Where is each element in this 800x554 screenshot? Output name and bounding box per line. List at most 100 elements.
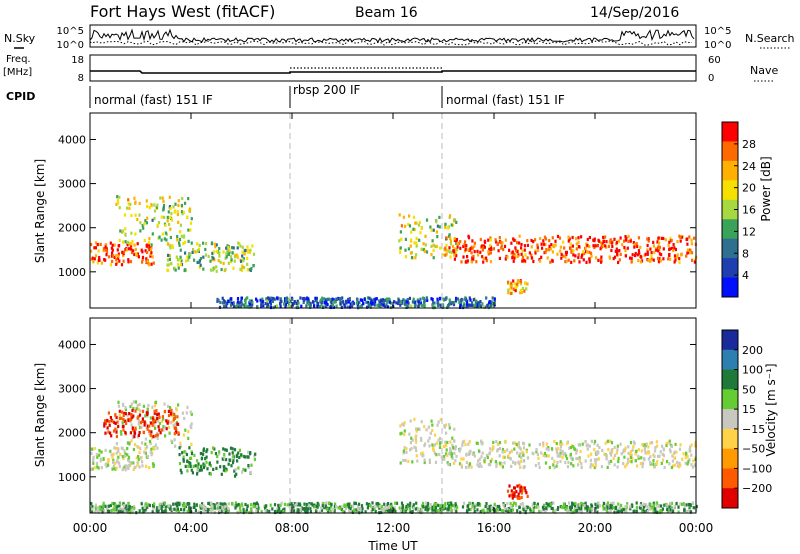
echo-cell bbox=[170, 262, 173, 266]
echo-cell bbox=[563, 502, 566, 506]
echo-cell bbox=[295, 502, 298, 506]
echo-cell bbox=[416, 459, 419, 463]
echo-cell bbox=[150, 262, 153, 266]
echo-cell bbox=[148, 241, 151, 245]
echo-cell bbox=[293, 300, 296, 304]
echo-cell bbox=[262, 304, 265, 308]
freq-label: Freq. bbox=[6, 54, 31, 65]
echo-cell bbox=[118, 464, 121, 468]
echo-cell bbox=[586, 237, 589, 242]
echo-cell bbox=[510, 493, 513, 497]
y-tick-label: 2000 bbox=[58, 222, 86, 235]
echo-cell bbox=[174, 425, 178, 429]
echo-cell bbox=[213, 503, 216, 507]
echo-cell bbox=[588, 444, 591, 448]
echo-cell bbox=[594, 244, 597, 248]
echo-cell bbox=[190, 241, 193, 245]
echo-cell bbox=[637, 448, 640, 452]
echo-cell bbox=[158, 415, 161, 419]
echo-cell bbox=[515, 504, 518, 508]
echo-cell bbox=[655, 462, 658, 466]
echo-cell bbox=[299, 503, 302, 507]
echo-cell bbox=[599, 247, 602, 251]
echo-cell bbox=[408, 432, 411, 436]
echo-cell bbox=[137, 407, 140, 411]
echo-cell bbox=[118, 413, 121, 417]
echo-cell bbox=[324, 504, 327, 508]
echo-cell bbox=[662, 447, 665, 451]
y-tick-label: 2000 bbox=[58, 427, 86, 440]
echo-cell bbox=[432, 301, 435, 305]
echo-cell bbox=[598, 239, 601, 243]
echo-cell bbox=[595, 256, 598, 260]
echo-cell bbox=[169, 421, 172, 425]
echo-cell bbox=[452, 303, 456, 307]
echo-cell bbox=[168, 431, 171, 435]
echo-cell bbox=[582, 258, 585, 262]
echo-cell bbox=[114, 413, 117, 417]
colorbar-swatch bbox=[722, 349, 738, 371]
echo-cell bbox=[635, 464, 639, 468]
echo-cell bbox=[453, 257, 456, 261]
echo-cell bbox=[674, 258, 677, 262]
echo-cell bbox=[503, 449, 507, 454]
echo-cell bbox=[176, 501, 179, 505]
echo-cell bbox=[518, 454, 521, 458]
echo-cell bbox=[516, 284, 519, 288]
echo-cell bbox=[524, 489, 527, 493]
echo-cell bbox=[497, 505, 501, 509]
echo-cell bbox=[162, 428, 165, 432]
echo-cell bbox=[196, 260, 199, 264]
echo-cell bbox=[171, 411, 175, 415]
echo-cell bbox=[133, 196, 136, 200]
echo-cell bbox=[655, 503, 658, 507]
echo-cell bbox=[430, 228, 433, 232]
echo-cell bbox=[118, 510, 122, 514]
echo-cell bbox=[222, 250, 225, 254]
echo-cell bbox=[425, 501, 428, 505]
echo-cell bbox=[221, 506, 224, 510]
echo-cell bbox=[548, 248, 551, 252]
echo-cell bbox=[175, 255, 178, 259]
echo-cell bbox=[103, 424, 106, 428]
echo-cell bbox=[152, 446, 156, 450]
echo-cell bbox=[253, 457, 256, 462]
echo-cell bbox=[485, 256, 488, 260]
echo-cell bbox=[401, 504, 404, 508]
echo-cell bbox=[225, 304, 228, 308]
echo-cell bbox=[121, 421, 124, 425]
echo-cell bbox=[551, 506, 554, 511]
echo-cell bbox=[577, 463, 580, 467]
colorbar-swatch bbox=[722, 238, 738, 259]
echo-cell bbox=[536, 248, 540, 252]
echo-cell bbox=[580, 507, 583, 511]
echo-cell bbox=[425, 218, 429, 222]
echo-cell bbox=[260, 510, 263, 514]
echo-cell bbox=[581, 442, 584, 446]
echo-cell bbox=[348, 297, 351, 301]
echo-cell bbox=[622, 448, 625, 452]
echo-cell bbox=[450, 509, 453, 513]
echo-cell bbox=[453, 439, 456, 443]
echo-cell bbox=[167, 419, 170, 423]
echo-cell bbox=[255, 509, 258, 513]
echo-cell bbox=[167, 210, 170, 214]
echo-cell bbox=[111, 248, 114, 252]
echo-cell bbox=[571, 501, 574, 505]
echo-cell bbox=[322, 502, 325, 506]
echo-cell bbox=[399, 300, 403, 304]
echo-cell bbox=[632, 440, 635, 444]
echo-cell bbox=[250, 302, 253, 306]
echo-cell bbox=[463, 501, 466, 505]
beam-label: Beam 16 bbox=[355, 5, 418, 21]
echo-cell bbox=[559, 442, 562, 446]
echo-cell bbox=[169, 406, 172, 410]
echo-cell bbox=[118, 195, 121, 199]
echo-cell bbox=[370, 305, 373, 309]
echo-cell bbox=[90, 447, 94, 451]
echo-cell bbox=[240, 503, 243, 507]
echo-cell bbox=[443, 455, 446, 459]
echo-cell bbox=[590, 254, 593, 258]
echo-cell bbox=[423, 303, 426, 307]
echo-cell bbox=[333, 299, 336, 303]
